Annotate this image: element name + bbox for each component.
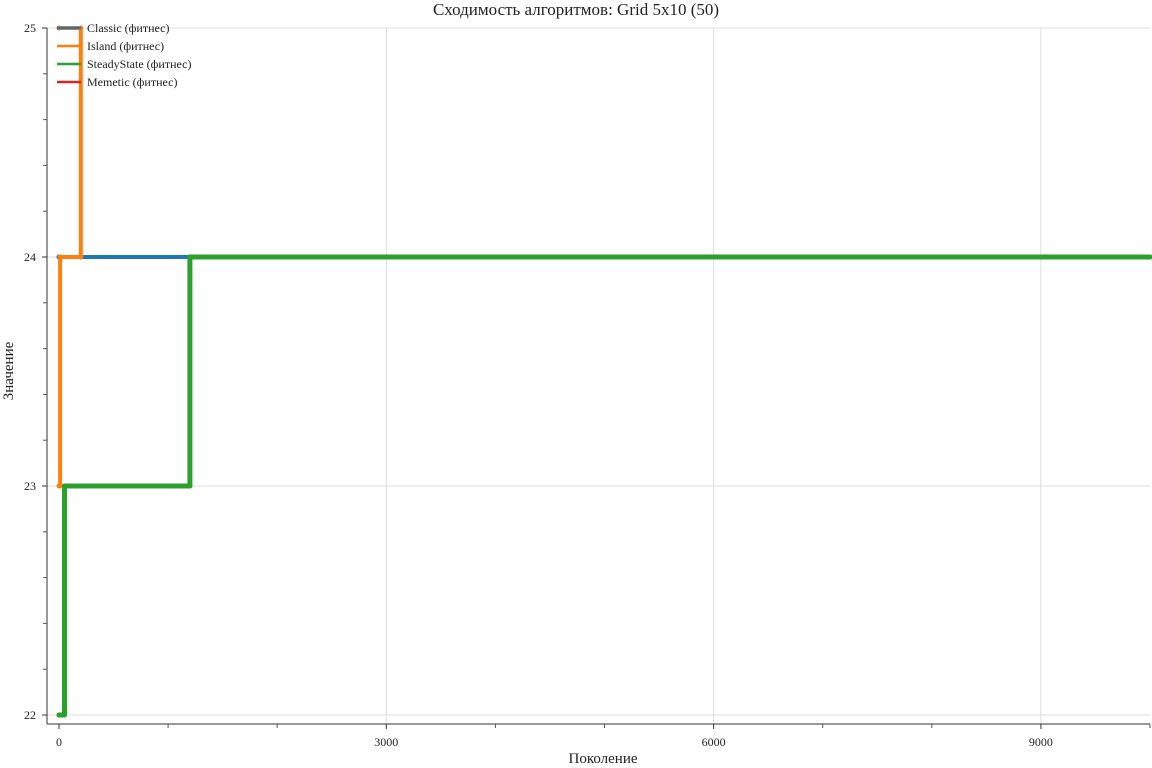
series-point — [187, 483, 193, 489]
series-point — [61, 483, 67, 489]
legend-label: Classic (фитнес) — [87, 21, 169, 35]
y-tick-label: 23 — [24, 479, 36, 493]
y-axis-label: Значение — [1, 341, 17, 400]
x-tick-label: 6000 — [702, 735, 726, 749]
legend-label: Island (фитнес) — [87, 39, 164, 53]
series-point — [57, 483, 63, 489]
plot-series — [56, 25, 1152, 718]
grid-lines — [47, 27, 1150, 724]
series-point — [78, 254, 84, 260]
y-tick-label: 24 — [24, 250, 36, 264]
x-tick-label: 9000 — [1029, 735, 1053, 749]
legend-label: SteadyState (фитнес) — [87, 57, 191, 71]
axes: 0 3000 6000 9000 22 23 24 25 — [24, 21, 1151, 749]
series-point — [57, 254, 63, 260]
x-axis-label: Поколение — [568, 751, 637, 767]
series-point — [187, 254, 193, 260]
series-point — [56, 712, 62, 718]
series-point — [61, 712, 67, 718]
chart-title: Сходимость алгоритмов: Grid 5x10 (50) — [433, 0, 719, 19]
x-tick-label: 0 — [56, 735, 62, 749]
y-tick-label: 22 — [24, 708, 36, 722]
legend-label: Memetic (фитнес) — [87, 75, 177, 89]
series-point — [1147, 254, 1152, 260]
x-tick-label: 3000 — [374, 735, 398, 749]
y-tick-label: 25 — [24, 21, 36, 35]
legend: Classic (фитнес) Island (фитнес) SteadySta… — [57, 21, 191, 89]
